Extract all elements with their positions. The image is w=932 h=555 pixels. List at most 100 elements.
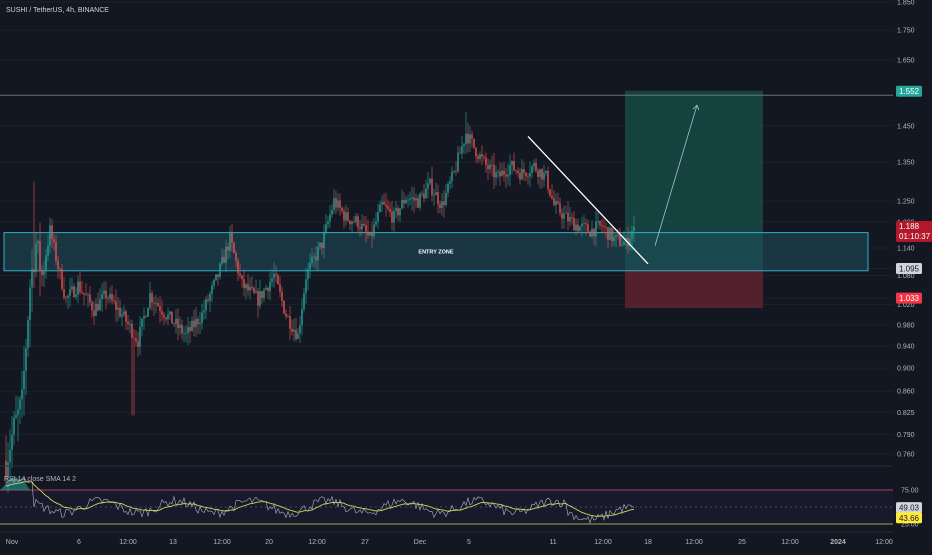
candle-body	[445, 192, 447, 205]
candle-body	[623, 241, 625, 246]
price-tick-label: 1.850	[897, 0, 915, 7]
candle-body	[545, 171, 547, 173]
candle-body	[35, 243, 37, 273]
price-tick-label: 1.080	[897, 273, 915, 280]
candle-body	[305, 279, 307, 294]
stop-price-badge: 1.033	[896, 292, 922, 304]
rsi-value-badge: 43.66	[896, 512, 922, 524]
candle-body	[117, 307, 119, 310]
candle-body	[9, 450, 11, 463]
candle-body	[475, 147, 477, 157]
price-tick-label: 1.140	[897, 245, 915, 252]
candle-body	[435, 192, 437, 196]
time-tick-label: 12:00	[875, 539, 893, 546]
candle-body	[585, 223, 587, 225]
candle-body	[487, 165, 489, 170]
candle-body	[191, 320, 193, 332]
candle-body	[287, 315, 289, 317]
candle-body	[149, 293, 151, 309]
candle-body	[245, 284, 247, 289]
candle-body	[413, 197, 415, 201]
candle-body	[131, 323, 133, 338]
rsi-pane[interactable]: 75.00 25.00	[0, 476, 919, 529]
rsi-sma-badge: 49.03	[896, 502, 922, 514]
candle-body	[283, 300, 285, 314]
candle-body	[517, 170, 519, 173]
candle-body	[83, 292, 85, 295]
candle-body	[539, 169, 541, 177]
price-tick-label: 0.790	[897, 432, 915, 439]
candle-body	[255, 291, 257, 293]
candle-body	[141, 318, 143, 327]
candle-body	[513, 161, 515, 171]
candle-body	[367, 231, 369, 236]
candle-body	[23, 371, 25, 390]
stop-zone-box[interactable]	[625, 268, 763, 309]
candle-body	[185, 332, 187, 334]
candle-body	[211, 285, 213, 294]
candle-body	[529, 172, 531, 177]
candle-body	[265, 287, 267, 290]
candle-body	[297, 333, 299, 339]
candle-body	[351, 221, 353, 225]
candle-body	[363, 223, 365, 226]
candle-body	[313, 256, 315, 258]
stop-price-text: 1.033	[899, 294, 920, 303]
time-tick-label: 5	[467, 539, 471, 546]
candle-body	[77, 281, 79, 295]
candle-body	[387, 206, 389, 209]
candle-body	[615, 234, 617, 237]
candle-body	[591, 228, 593, 237]
price-tick-label: 1.020	[897, 302, 915, 309]
candle-body	[433, 195, 435, 196]
time-axis[interactable]: Nov 6 12:00 13 12:00 20 12:00 27 Dec 5 11 12:00 18 12…	[6, 539, 893, 546]
price-tick-label: 0.940	[897, 344, 915, 351]
candle-body	[67, 295, 69, 298]
candle-body	[347, 212, 349, 221]
candle-body	[11, 434, 13, 451]
candle-body	[315, 256, 317, 261]
candle-body	[189, 327, 191, 332]
time-tick-label: Nov	[6, 539, 19, 546]
time-tick-label: 27	[361, 539, 369, 546]
candle-body	[397, 207, 399, 216]
candle-body	[13, 417, 15, 435]
time-tick-label: 20	[265, 539, 273, 546]
candle-body	[457, 152, 459, 172]
candle-body	[521, 169, 523, 180]
candle-body	[243, 279, 245, 289]
entry-zone-label: ENTRY ZONE	[418, 250, 453, 256]
candle-body	[19, 399, 21, 410]
candle-body	[281, 291, 283, 301]
candle-body	[171, 311, 173, 324]
projection-arrow-line[interactable]	[654, 105, 698, 246]
candle-body	[533, 162, 535, 167]
candle-body	[253, 288, 255, 293]
candle-body	[569, 217, 571, 222]
candle-body	[285, 313, 287, 317]
candle-body	[43, 271, 45, 275]
time-tick-label: 13	[169, 539, 177, 546]
candle-body	[461, 145, 463, 154]
descending-trendline[interactable]	[527, 135, 649, 265]
candle-body	[225, 246, 227, 263]
candle-body	[567, 212, 569, 222]
candle-body	[557, 201, 559, 204]
candle-body	[257, 291, 259, 306]
candle-body	[51, 225, 53, 240]
candle-body	[309, 262, 311, 269]
candle-body	[527, 176, 529, 178]
candle-body	[247, 284, 249, 291]
price-tick-label: 1.750	[897, 28, 915, 35]
candle-body	[343, 211, 345, 221]
candle-body	[361, 223, 363, 230]
candle-body	[145, 316, 147, 317]
entry-zone-box[interactable]	[3, 232, 869, 272]
candle-body	[167, 314, 169, 320]
candle-body	[571, 217, 573, 219]
countdown-text: 01:10:37	[899, 232, 931, 241]
candle-body	[421, 193, 423, 195]
candle-body	[463, 143, 465, 146]
